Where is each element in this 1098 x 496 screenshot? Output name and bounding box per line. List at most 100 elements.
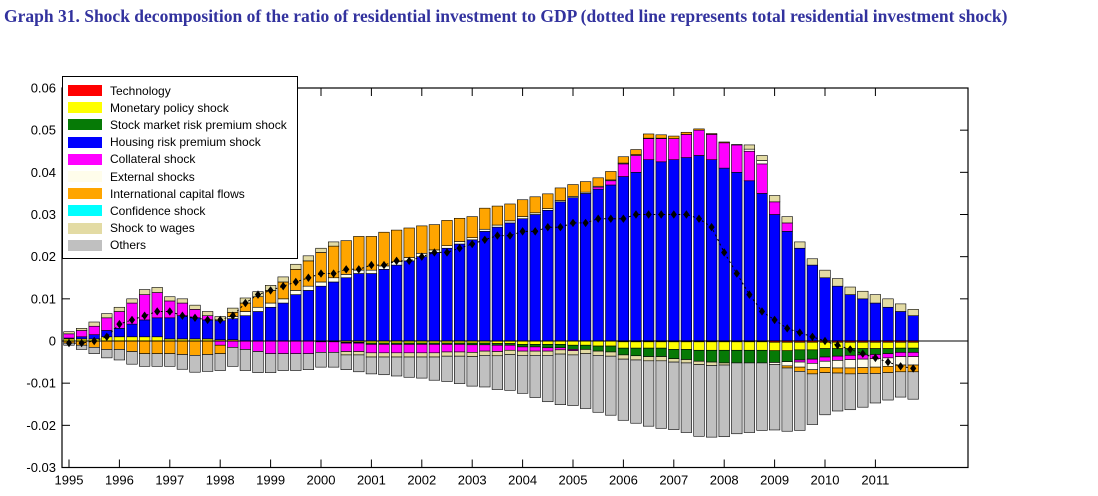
bar-segment-others xyxy=(390,356,403,377)
bar-segment-others xyxy=(743,362,755,433)
bar-segment-collateral xyxy=(630,155,642,173)
bar-segment-wages xyxy=(340,351,352,356)
bar-segment-collateral xyxy=(680,134,692,158)
bar-segment-wages xyxy=(579,349,592,354)
bar-segment-housing_risk_premium xyxy=(252,311,264,342)
bar-segment-housing_risk_premium xyxy=(554,201,566,342)
total-shock-marker xyxy=(834,341,841,350)
bar-segment-housing_risk_premium xyxy=(126,323,138,338)
total-shock-marker xyxy=(229,311,236,320)
total-shock-marker xyxy=(380,260,388,270)
bar-segment-external xyxy=(504,220,516,224)
bar-segment-international_capital_flows xyxy=(857,367,869,374)
total-shock-marker xyxy=(91,336,98,346)
bar-segment-housing_risk_premium xyxy=(819,277,831,342)
bar-segment-external xyxy=(340,274,352,279)
bar-segment-international_capital_flows xyxy=(718,141,730,144)
total-shock-marker xyxy=(443,248,451,257)
x-tick-label: 2008 xyxy=(710,473,739,488)
y-tick-label: -0.03 xyxy=(26,460,56,475)
bar-segment-housing_risk_premium xyxy=(340,277,352,342)
total-shock-marker xyxy=(368,260,375,270)
bar-segment-housing_risk_premium xyxy=(705,159,718,342)
bar-segment-collateral xyxy=(290,340,302,354)
bar-segment-international_capital_flows xyxy=(479,207,491,230)
total-shock-marker xyxy=(393,256,400,266)
bar-segment-housing_risk_premium xyxy=(743,180,755,342)
bar-segment-international_capital_flows xyxy=(579,181,592,193)
legend-swatch-international_capital_flows xyxy=(68,188,102,200)
x-tick-label: 2004 xyxy=(508,473,537,488)
bar-segment-wages xyxy=(378,352,390,358)
legend-item-stock_market_risk_premium: Stock market risk premium shock xyxy=(68,116,293,133)
bar-segment-international_capital_flows xyxy=(882,365,894,373)
bar-segment-external xyxy=(806,363,818,370)
bar-segment-international_capital_flows xyxy=(453,217,466,242)
bar-segment-collateral xyxy=(327,341,340,353)
bar-segment-others xyxy=(680,362,692,433)
bar-segment-external xyxy=(239,311,252,317)
bar-segment-stock_market_risk_premium xyxy=(617,347,629,356)
total-shock-marker xyxy=(847,345,854,354)
bar-segment-international_capital_flows xyxy=(680,131,692,135)
legend-item-technology: Technology xyxy=(68,82,293,99)
bar-segment-wages xyxy=(479,350,491,356)
total-shock-marker xyxy=(481,235,488,244)
total-shock-marker xyxy=(280,281,287,291)
bar-segment-wages xyxy=(126,298,138,304)
bar-segment-monetary_policy xyxy=(693,341,705,351)
bar-segment-wages xyxy=(882,298,894,308)
x-tick-label: 1996 xyxy=(105,473,134,488)
total-shock-marker xyxy=(506,231,514,240)
bar-segment-collateral xyxy=(365,344,378,354)
total-shock-marker xyxy=(595,214,602,223)
x-tick-label: 1998 xyxy=(206,473,235,488)
bar-segment-stock_market_risk_premium xyxy=(693,349,705,362)
bar-segment-housing_risk_premium xyxy=(491,226,504,342)
legend-swatch-confidence xyxy=(68,205,102,217)
total-shock-marker xyxy=(330,269,337,278)
bar-segment-wages xyxy=(605,351,617,357)
x-tick-label: 2006 xyxy=(609,473,638,488)
bar-segment-housing_risk_premium xyxy=(642,159,655,342)
bar-segment-international_capital_flows xyxy=(403,227,415,258)
bar-segment-others xyxy=(252,351,264,373)
total-shock-marker xyxy=(343,265,350,274)
bar-segment-international_capital_flows xyxy=(151,340,163,354)
bar-segment-housing_risk_premium xyxy=(894,311,907,342)
total-shock-marker xyxy=(242,298,249,308)
bar-segment-others xyxy=(479,355,491,388)
bar-segment-others xyxy=(630,359,642,424)
bar-segment-others xyxy=(378,356,390,376)
total-shock-marker xyxy=(456,244,463,253)
bar-segment-international_capital_flows xyxy=(189,340,201,356)
bar-segment-housing_risk_premium xyxy=(655,161,667,342)
legend-label: Confidence shock xyxy=(110,203,206,218)
bar-segment-wages xyxy=(718,362,730,366)
bar-segment-housing_risk_premium xyxy=(466,239,478,342)
bar-segment-housing_risk_premium xyxy=(794,247,806,342)
bar-segment-housing_risk_premium xyxy=(365,273,378,342)
total-shock-marker xyxy=(292,277,299,287)
legend-label: Shock to wages xyxy=(110,221,195,236)
bar-segment-stock_market_risk_premium xyxy=(781,350,793,362)
plot-border xyxy=(61,87,969,469)
bar-segment-international_capital_flows xyxy=(139,340,151,354)
bar-segment-monetary_policy xyxy=(794,341,806,351)
bar-segment-wages xyxy=(806,258,818,266)
bar-segment-monetary_policy xyxy=(743,341,755,351)
bar-segment-wages xyxy=(466,352,478,357)
bar-segment-collateral xyxy=(479,344,491,352)
bar-segment-external xyxy=(907,356,919,366)
total-shock-marker xyxy=(733,269,740,278)
total-shock-marker xyxy=(217,315,224,325)
legend-swatch-technology xyxy=(68,85,102,97)
bar-segment-wages xyxy=(302,255,315,262)
total-shock-marker xyxy=(582,218,589,228)
bar-segment-collateral xyxy=(592,186,604,190)
bar-segment-monetary_policy xyxy=(680,341,692,350)
total-shock-marker xyxy=(103,332,110,341)
bar-segment-external xyxy=(466,237,478,241)
bar-segment-international_capital_flows xyxy=(516,199,529,217)
legend-item-housing_risk_premium: Housing risk premium shock xyxy=(68,134,293,151)
